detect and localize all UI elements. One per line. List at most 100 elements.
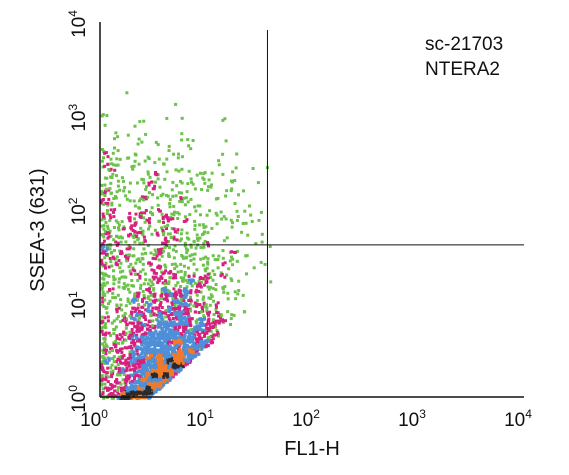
event-dot [164,279,167,283]
event-dot [154,271,158,275]
event-dot [128,269,132,273]
event-dot [179,357,182,361]
event-dot [185,218,189,222]
event-dot [146,387,149,391]
event-dot [214,211,218,215]
event-dot [139,286,142,290]
event-dot [116,390,120,394]
event-dot [157,371,161,375]
event-dot [169,362,172,366]
event-dot [150,385,154,389]
event-dot [104,253,108,257]
event-dot [162,233,165,237]
event-dot [114,339,118,343]
event-dot [245,254,249,258]
event-dot [115,317,119,321]
event-dot [206,185,210,189]
event-dot [127,374,131,378]
event-dot [183,317,187,321]
event-dot [123,346,127,350]
event-dot [148,298,152,302]
event-dot [103,217,107,221]
event-dot [216,331,220,334]
event-dot [169,293,173,297]
event-dot [155,342,159,346]
event-dot [133,381,136,385]
event-dot [116,179,120,183]
event-dot [177,301,181,305]
event-dot [229,218,233,222]
event-dot [124,317,128,321]
event-dot [195,321,199,325]
event-dot [171,346,175,350]
event-dot [152,277,156,281]
event-dot [191,139,195,142]
event-dot [101,315,105,319]
event-dot [170,262,174,266]
event-dot [181,365,185,368]
event-dot [195,293,199,297]
event-dot [124,304,128,308]
event-dot [161,311,165,315]
event-dot [230,279,234,283]
event-dot [133,296,137,300]
event-dot [153,358,157,362]
event-dot [122,373,126,376]
event-dot [133,240,137,244]
event-dot [179,315,183,319]
event-dot [224,217,228,221]
event-dot [160,384,164,388]
event-dot [147,390,151,394]
event-dot [125,391,129,395]
event-dot [103,123,107,127]
event-dot [202,172,206,175]
event-dot [259,260,263,264]
event-dot [163,324,167,328]
event-dot [183,332,187,336]
event-dot [161,342,165,345]
event-dot [104,249,108,253]
event-dot [196,204,200,208]
event-dot [103,324,107,328]
event-dot [163,263,167,267]
event-dot [226,310,230,314]
event-dot [104,322,108,326]
event-dot [159,194,163,198]
event-dot [171,306,175,310]
event-dot [203,239,207,243]
event-dot [168,337,172,341]
event-dot [130,165,134,169]
event-dot [230,180,234,184]
event-dot [109,366,113,370]
event-dot [167,344,171,348]
event-dot [156,325,160,329]
event-dot [106,366,110,370]
event-dot [173,230,177,234]
event-dot [160,364,163,368]
event-dot [187,307,191,311]
event-dot [206,231,210,235]
event-dot [136,306,140,310]
event-dot [229,189,233,193]
event-dot [222,239,226,243]
event-dot [190,279,194,283]
event-dot [114,343,118,347]
event-dot [157,321,161,325]
event-dot [187,360,191,364]
event-dot [175,264,179,268]
event-dot [183,315,187,319]
event-dot [167,282,171,286]
event-dot [152,253,156,257]
event-dot [192,262,196,266]
event-dot [130,310,134,314]
event-dot [136,272,140,276]
event-dot [176,338,180,342]
event-dot [173,244,177,248]
event-dot [162,321,166,325]
event-dot [147,181,151,185]
event-dot [206,188,210,192]
event-dot [167,271,171,275]
event-dot [114,131,118,135]
event-dot [101,342,105,346]
event-dot [150,391,154,395]
